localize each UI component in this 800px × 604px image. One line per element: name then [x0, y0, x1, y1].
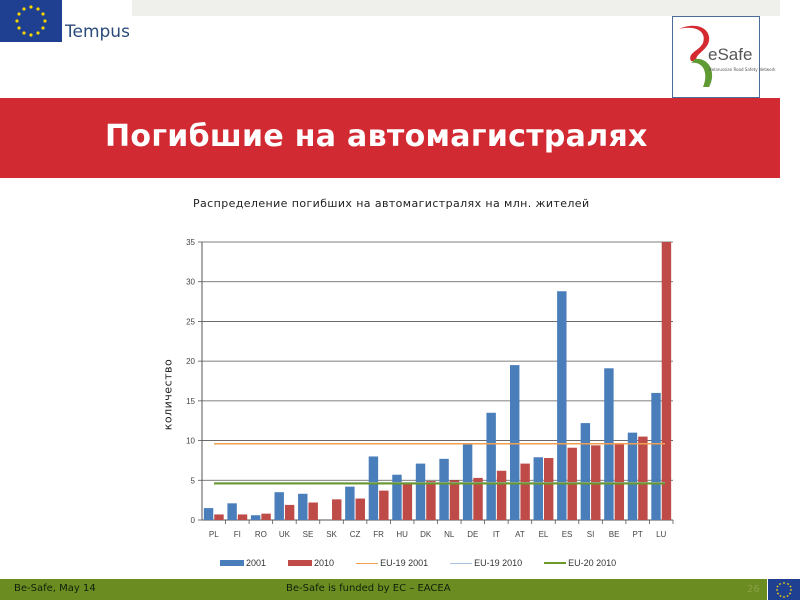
bar-2010-fi [237, 514, 248, 520]
y-tick-label: 35 [186, 238, 195, 247]
bar-2001-cz [345, 486, 355, 520]
x-tick-label: IT [493, 530, 500, 539]
legend-swatch-eu20-2010 [544, 562, 567, 564]
x-tick-label: RO [255, 530, 267, 539]
legend-swatch-2010 [288, 560, 313, 566]
y-tick-label: 5 [191, 476, 196, 485]
bar-2010-dk [426, 481, 436, 520]
bar-2001-hu [392, 474, 402, 520]
footer-band [0, 579, 767, 600]
legend-label-eu19-2001: EU-19 2001 [380, 558, 429, 568]
bar-2010-de [473, 477, 483, 520]
bar-2001-fi [227, 503, 237, 520]
bar-2010-lu [661, 242, 672, 520]
bar-2010-el [543, 458, 554, 520]
bar-2010-uk [284, 504, 295, 520]
bar-2001-si [580, 423, 591, 520]
x-tick-label: AT [515, 530, 525, 539]
top-gray-bar [132, 0, 780, 16]
title-band [0, 98, 780, 178]
legend-item-eu19-2010: EU-19 2010 [450, 558, 522, 568]
chart-legend: 2001 2010 EU-19 2001 EU-19 2010 EU-20 20… [220, 558, 638, 568]
bar-2001-ro [250, 515, 261, 520]
footer-funding: Be-Safe is funded by EC – EACEA [286, 583, 451, 594]
x-tick-label: DE [467, 530, 478, 539]
y-tick-label: 10 [186, 437, 195, 446]
x-tick-label: FR [373, 530, 384, 539]
x-tick-label: DK [420, 530, 432, 539]
bar-2001-lu [651, 392, 661, 520]
x-tick-label: BE [609, 530, 620, 539]
y-tick-label: 0 [191, 516, 196, 525]
eu-flag-logo [0, 0, 62, 42]
y-tick-label: 25 [186, 317, 195, 326]
footer-eu-flag [768, 579, 800, 600]
bar-2010-fr [379, 490, 389, 520]
legend-swatch-eu19-2010 [450, 562, 473, 564]
legend-item-eu19-2001: EU-19 2001 [356, 558, 428, 568]
bar-2010-pt [638, 436, 648, 520]
bar-2010-at [520, 463, 530, 520]
x-tick-label: PL [209, 530, 219, 539]
bar-2001-fr [368, 456, 379, 520]
bar-2010-sk [332, 499, 342, 520]
legend-label-eu19-2010: EU-19 2010 [474, 558, 523, 568]
bar-2010-be [614, 442, 625, 520]
x-tick-label: HU [396, 530, 408, 539]
bar-2001-uk [274, 492, 284, 520]
road-swoosh-icon [679, 25, 713, 87]
y-tick-label: 20 [186, 357, 195, 366]
x-tick-label: SE [303, 530, 314, 539]
bar-2001-dk [415, 463, 426, 520]
x-tick-label: SK [326, 530, 337, 539]
bar-2001-el [533, 457, 543, 520]
legend-item-2001: 2001 [220, 558, 266, 568]
bar-2010-ro [261, 513, 271, 520]
legend-label-2010: 2010 [314, 558, 335, 568]
legend-label-eu20-2010: EU-20 2010 [568, 558, 617, 568]
x-tick-label: PT [633, 530, 643, 539]
legend-label-2001: 2001 [246, 558, 267, 568]
besafe-logo: eSafe Belarussian Road Safety Network [672, 16, 776, 98]
bar-2010-se [308, 502, 318, 520]
besafe-logo-subtitle: Belarussian Road Safety Network [709, 67, 776, 72]
x-tick-label: SI [587, 530, 595, 539]
bar-2010-nl [449, 480, 460, 520]
footer-date: Be-Safe, May 14 [14, 583, 96, 594]
legend-item-eu20-2010: EU-20 2010 [544, 558, 616, 568]
y-tick-label: 30 [186, 278, 195, 287]
chart-title: Распределение погибших на автомагистраля… [193, 197, 590, 210]
x-tick-label: EL [539, 530, 549, 539]
bar-2001-es [557, 291, 567, 520]
legend-swatch-2001 [220, 560, 244, 566]
tempus-logo-text: Tempus [65, 22, 130, 42]
bar-2010-pl [214, 514, 224, 520]
legend-item-2010: 2010 [288, 558, 334, 568]
bar-2001-it [486, 412, 496, 520]
slide-title: Погибшие на автомагистралях [105, 119, 648, 154]
x-tick-label: NL [444, 530, 455, 539]
bar-2001-pl [203, 508, 214, 520]
besafe-logo-text: eSafe [708, 45, 753, 64]
x-tick-label: UK [279, 530, 291, 539]
bar-2001-se [298, 493, 308, 520]
bar-2010-it [496, 470, 507, 520]
eu-stars-icon [15, 5, 47, 37]
x-tick-label: LU [656, 530, 666, 539]
bar-2010-hu [402, 484, 413, 520]
x-tick-label: FI [234, 530, 241, 539]
x-tick-label: ES [562, 530, 573, 539]
bar-2001-at [510, 365, 520, 520]
x-tick-label: CZ [350, 530, 361, 539]
page-number: 26 [747, 584, 760, 595]
bar-2001-pt [627, 432, 638, 520]
bar-2001-nl [439, 458, 449, 520]
legend-swatch-eu19-2001 [356, 562, 379, 564]
bar-2010-cz [355, 498, 365, 520]
eu-stars-icon [776, 582, 792, 598]
y-tick-label: 15 [186, 397, 195, 406]
